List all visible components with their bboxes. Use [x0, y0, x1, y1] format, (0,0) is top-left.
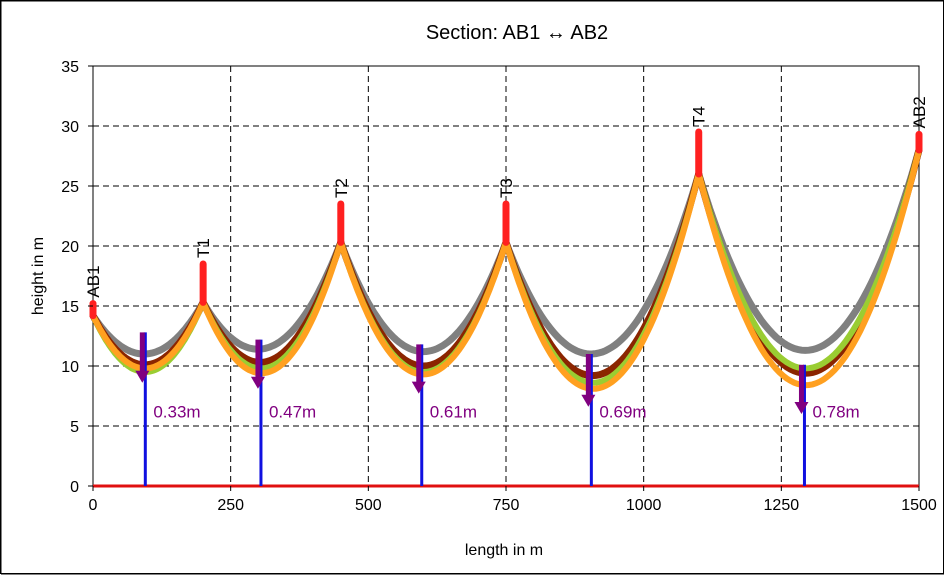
support-label-T4: T4	[690, 106, 709, 126]
support-label-T2: T2	[332, 178, 351, 198]
cable-grey-span-3	[337, 238, 510, 356]
x-tick-label: 750	[493, 497, 520, 514]
cable-orange-span-5	[695, 147, 922, 389]
y-tick-label: 20	[61, 239, 79, 256]
y-tick-label: 25	[61, 179, 79, 196]
cable-grey-span-4	[502, 170, 703, 358]
cable-orange-span-2	[200, 239, 344, 377]
sag-label-2: 0.47m	[269, 403, 316, 422]
x-tick-label: 1500	[901, 497, 937, 514]
y-tick-label: 30	[61, 119, 79, 136]
support-label-AB1: AB1	[84, 265, 103, 297]
x-tick-label: 250	[217, 497, 244, 514]
support-label-T1: T1	[194, 238, 213, 258]
cable-orange-span-1	[90, 299, 207, 372]
ticks: 0 250 500 750 1000 1250 1500 0 5 10 15 20 25 30 35	[61, 59, 937, 514]
y-tick-label: 15	[61, 299, 79, 316]
support-label-T3: T3	[497, 178, 516, 198]
sag-arrow-head-4	[581, 394, 596, 407]
x-tick-label: 0	[89, 497, 98, 514]
y-tick-label: 5	[70, 419, 79, 436]
sag-arrow-head-1	[135, 370, 150, 383]
chart-title: Section: AB1 ↔ AB2	[426, 22, 608, 44]
cables	[89, 146, 923, 392]
sag-markers: 0.33m 0.47m 0.61m 0.69m 0.78m	[135, 332, 860, 486]
x-tick-label: 1000	[626, 497, 662, 514]
sag-label-1: 0.33m	[153, 403, 200, 422]
x-tick-label: 1250	[764, 497, 800, 514]
sag-label-4: 0.69m	[599, 403, 646, 422]
support-label-AB2: AB2	[910, 96, 929, 128]
y-tick-label: 10	[61, 359, 79, 376]
sag-arrow-head-5	[794, 402, 809, 414]
y-tick-label: 0	[70, 479, 79, 496]
x-tick-label: 500	[355, 497, 382, 514]
grid	[93, 66, 919, 486]
cable-orange-span-3	[337, 239, 509, 378]
sag-arrow-head-2	[250, 376, 265, 389]
sag-label-5: 0.78m	[812, 403, 859, 422]
y-tick-label: 35	[61, 59, 79, 76]
sag-label-3: 0.61m	[430, 403, 477, 422]
cable-green-span-5	[695, 147, 922, 372]
cable-grey-span-5	[695, 146, 923, 354]
cable-orange-span-4	[503, 171, 702, 392]
sag-arrow-head-3	[411, 381, 426, 394]
x-axis-label: length in m	[465, 542, 543, 559]
y-axis-label: height in m	[30, 237, 47, 315]
